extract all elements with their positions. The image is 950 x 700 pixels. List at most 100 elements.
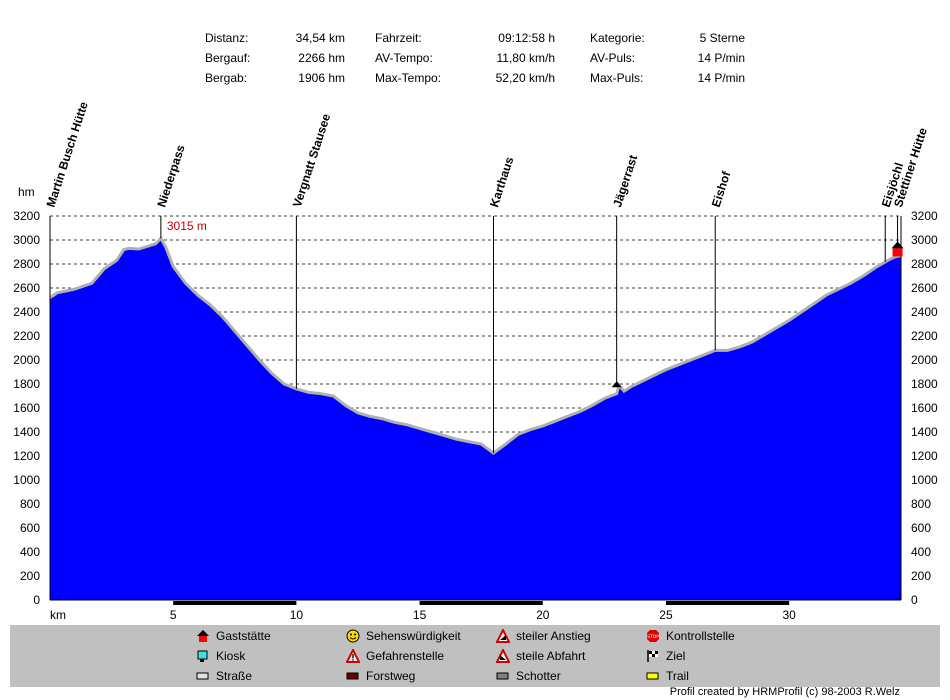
y-tick-label-right: 3000 [911, 233, 938, 247]
stat-label: AV-Tempo: [375, 51, 433, 65]
y-tick-label: 3200 [13, 209, 40, 223]
waypoint-label: Martin Busch Hütte [44, 100, 91, 209]
y-axis-label: hm [18, 185, 35, 199]
legend-item-schotter: Schotter [496, 669, 561, 683]
road-segment [173, 601, 297, 605]
stat-value: 5 Sterne [699, 31, 745, 45]
danger-icon [346, 649, 360, 663]
x-tick-label: 15 [413, 608, 427, 622]
road-segment [419, 601, 543, 605]
stat-value: 14 P/min [697, 71, 745, 85]
legend-label: Schotter [516, 669, 561, 683]
kiosk-icon [197, 650, 208, 662]
x-tick-label: 30 [782, 608, 796, 622]
y-tick-label: 800 [20, 497, 40, 511]
steep-ascent-icon [496, 629, 510, 643]
stat-value: 11,80 km/h [496, 51, 555, 65]
stat-value: 09:12:58 h [498, 31, 555, 45]
y-tick-label-right: 2200 [911, 329, 938, 343]
stat-value: 14 P/min [697, 51, 745, 65]
legend-item-ziel: Ziel [646, 649, 685, 663]
y-tick-label: 2400 [13, 305, 40, 319]
y-tick-label: 200 [20, 569, 40, 583]
y-tick-label-right: 600 [911, 521, 931, 535]
y-tick-label-right: 1400 [911, 425, 938, 439]
legend-label: Ziel [666, 649, 686, 663]
y-tick-label: 3000 [13, 233, 40, 247]
road-swatch [196, 672, 209, 680]
legend-item-trail: Trail [646, 669, 689, 683]
gasthouse-marker-roof [891, 241, 904, 249]
gravel-swatch [496, 672, 509, 680]
legend-label: Sehenswürdigkeit [366, 629, 461, 643]
legend-label: Gaststätte [216, 629, 271, 643]
y-tick-label-right: 1200 [911, 449, 938, 463]
y-tick-label-right: 2600 [911, 281, 938, 295]
legend-label: Straße [216, 669, 253, 683]
legend-item-steiler-anstieg: steiler Anstieg [496, 629, 591, 643]
legend-label: Forstweg [366, 669, 416, 683]
waypoint-label: Karthaus [487, 155, 516, 209]
credits: Profil created by HRMProfil (c) 98-2003 … [669, 686, 900, 698]
legend-item-forstweg: Forstweg [346, 669, 415, 683]
y-tick-label: 1200 [13, 449, 40, 463]
trail-swatch [646, 672, 659, 680]
y-tick-label-right: 400 [911, 545, 931, 559]
forest-road-swatch [346, 672, 359, 680]
y-tick-label-right: 1600 [911, 401, 938, 415]
stat-label: Bergab: [205, 71, 248, 85]
legend-label: Kontrollstelle [666, 629, 735, 643]
waypoint-label: Eishof [709, 169, 734, 209]
stat-value: 1906 hm [298, 71, 345, 85]
gasthouse-marker-body [892, 248, 903, 257]
y-tick-label: 400 [20, 545, 40, 559]
legend-label: steile Abfahrt [516, 649, 586, 663]
finish-flag-icon [647, 650, 658, 662]
y-tick-label-right: 2400 [911, 305, 938, 319]
gasthouse-icon [197, 630, 209, 642]
stat-label: Bergauf: [205, 51, 251, 65]
legend-item-sehenswuerdigkeit: Sehenswürdigkeit [346, 629, 461, 643]
stat-value: 2266 hm [298, 51, 345, 65]
legend: Gaststätte Sehenswürdigkeit steiler Anst… [10, 625, 940, 687]
y-tick-label-right: 2000 [911, 353, 938, 367]
stat-label: Max-Puls: [590, 71, 644, 85]
stat-label: AV-Puls: [590, 51, 636, 65]
y-tick-label-right: 2800 [911, 257, 938, 271]
y-tick-label: 1400 [13, 425, 40, 439]
stat-label: Kategorie: [590, 31, 645, 45]
legend-item-strasse: Straße [196, 669, 252, 683]
y-tick-label: 600 [20, 521, 40, 535]
elevation-profile-chart: 0 0 200 200 400 400 600 600 800 800 1000 1000 1200 12… [13, 100, 938, 622]
x-tick-label: 10 [290, 608, 304, 622]
x-tick-label: 20 [536, 608, 550, 622]
y-tick-label: 1800 [13, 377, 40, 391]
legend-item-kontrollstelle: STOP Kontrollstelle [646, 629, 735, 643]
waypoint-label: Vergnatt Stausee [290, 112, 334, 209]
legend-label: Kiosk [216, 649, 246, 663]
waypoint-label: Niederpass [154, 143, 187, 209]
stat-label: Fahrzeit: [375, 31, 422, 45]
smiley-icon [346, 629, 360, 643]
legend-label: steiler Anstieg [516, 629, 591, 643]
elevation-outline [49, 235, 902, 455]
legend-item-gefahrenstelle: Gefahrenstelle [346, 649, 444, 663]
steep-descent-icon [496, 649, 510, 663]
road-segment [665, 601, 790, 605]
y-tick-label-right: 1000 [911, 473, 938, 487]
y-tick-label: 1000 [13, 473, 40, 487]
max-elevation-label: 3015 m [167, 219, 207, 233]
gasthouse-marker [611, 381, 622, 388]
legend-label: Gefahrenstelle [366, 649, 445, 663]
y-tick-label: 2600 [13, 281, 40, 295]
y-tick-label-right: 1800 [911, 377, 938, 391]
stop-icon: STOP [647, 630, 659, 642]
x-axis-label: km [50, 608, 66, 622]
y-tick-label-right: 3200 [911, 209, 938, 223]
stat-value: 52,20 km/h [495, 71, 555, 85]
elevation-area [50, 238, 901, 600]
legend-item-kiosk: Kiosk [196, 649, 245, 663]
x-tick-label: 5 [170, 608, 177, 622]
y-tick-label-right: 200 [911, 569, 931, 583]
svg-text:STOP: STOP [647, 634, 659, 640]
